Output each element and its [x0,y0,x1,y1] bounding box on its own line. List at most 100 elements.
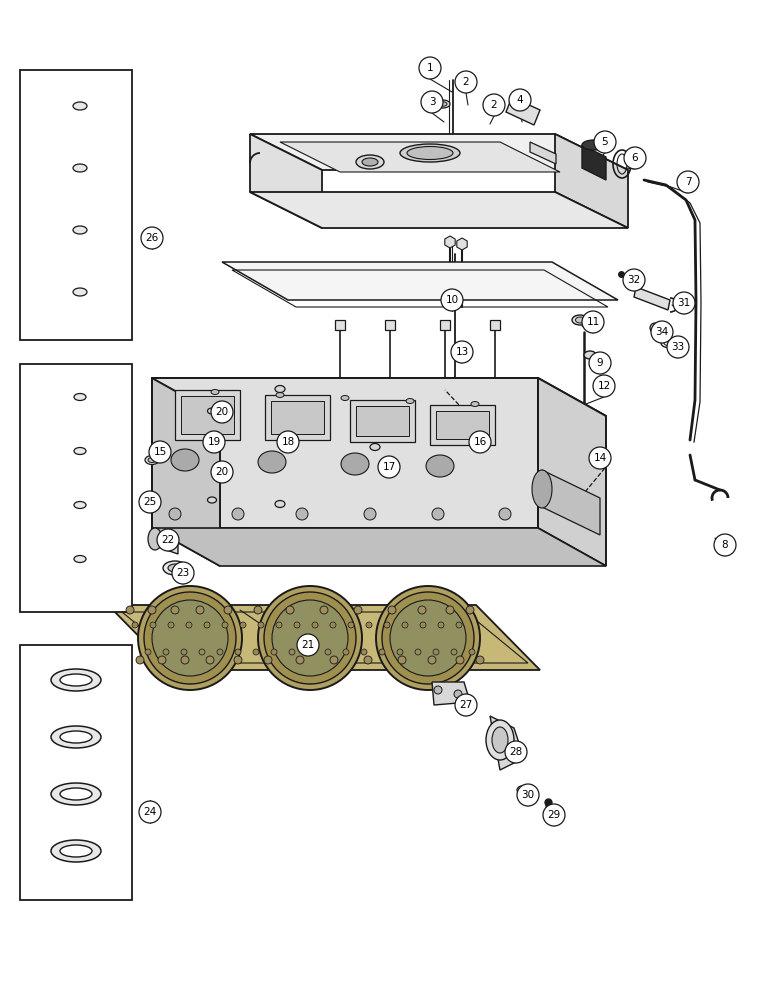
Ellipse shape [60,731,92,743]
Ellipse shape [74,556,86,562]
Ellipse shape [258,451,286,473]
Ellipse shape [148,528,162,550]
Text: 29: 29 [547,810,560,820]
Circle shape [204,622,210,628]
Circle shape [589,352,611,374]
Circle shape [438,622,444,628]
Ellipse shape [73,164,87,172]
Circle shape [296,508,308,520]
Ellipse shape [217,467,227,473]
Circle shape [138,586,242,690]
Circle shape [667,336,689,358]
Text: 7: 7 [685,177,691,187]
Circle shape [384,622,390,628]
Ellipse shape [60,674,92,686]
Circle shape [330,656,338,664]
Circle shape [455,71,477,93]
Circle shape [382,592,474,684]
Circle shape [673,292,695,314]
Circle shape [181,656,189,664]
Circle shape [234,656,242,664]
Circle shape [196,606,204,614]
Circle shape [157,529,179,551]
Circle shape [222,622,228,628]
Ellipse shape [51,669,101,691]
Circle shape [378,456,400,478]
Ellipse shape [51,726,101,748]
Ellipse shape [60,845,92,857]
Ellipse shape [407,146,453,159]
Text: 18: 18 [281,437,295,447]
Circle shape [651,321,673,343]
Text: 20: 20 [215,407,229,417]
Circle shape [258,586,362,690]
Ellipse shape [163,561,187,575]
Circle shape [235,649,241,655]
Ellipse shape [276,392,284,397]
Ellipse shape [436,100,450,108]
Circle shape [388,606,396,614]
Ellipse shape [275,500,285,508]
Circle shape [150,622,156,628]
Circle shape [253,649,259,655]
Circle shape [594,131,616,153]
Polygon shape [356,406,409,436]
Circle shape [343,649,349,655]
Circle shape [398,656,406,664]
Circle shape [454,690,462,698]
Ellipse shape [208,408,216,414]
Ellipse shape [74,502,86,508]
Circle shape [211,461,233,483]
Polygon shape [271,401,324,434]
Ellipse shape [370,444,380,450]
Polygon shape [436,411,489,439]
FancyBboxPatch shape [440,320,450,330]
Circle shape [469,649,475,655]
Circle shape [441,289,463,311]
Circle shape [650,323,660,333]
Polygon shape [181,396,234,434]
Polygon shape [530,142,556,164]
Ellipse shape [572,315,588,325]
FancyBboxPatch shape [385,320,395,330]
Text: 30: 30 [521,790,534,800]
Circle shape [169,508,181,520]
Circle shape [456,656,464,664]
Ellipse shape [73,288,87,296]
Ellipse shape [517,786,531,794]
Circle shape [428,656,436,664]
Ellipse shape [51,783,101,805]
Circle shape [141,227,163,249]
Text: 25: 25 [144,497,157,507]
Ellipse shape [74,448,86,454]
Ellipse shape [208,497,216,503]
Circle shape [677,171,699,193]
Circle shape [206,656,214,664]
Circle shape [217,649,223,655]
Circle shape [258,622,264,628]
Polygon shape [538,378,606,566]
Polygon shape [250,134,628,170]
Ellipse shape [471,401,479,406]
Circle shape [149,441,171,463]
Polygon shape [20,645,132,900]
Circle shape [254,606,262,614]
Circle shape [320,606,328,614]
Text: 34: 34 [655,327,669,337]
Text: 16: 16 [473,437,486,447]
Ellipse shape [486,720,514,760]
Circle shape [330,622,336,628]
Ellipse shape [584,351,596,359]
Circle shape [451,649,457,655]
Circle shape [432,508,444,520]
Ellipse shape [145,456,159,464]
Text: 33: 33 [672,342,685,352]
Text: 17: 17 [382,462,395,472]
Polygon shape [350,400,415,442]
Circle shape [348,622,354,628]
Circle shape [505,741,527,763]
Circle shape [181,649,187,655]
Polygon shape [20,364,132,612]
Circle shape [126,606,134,614]
Circle shape [276,622,282,628]
